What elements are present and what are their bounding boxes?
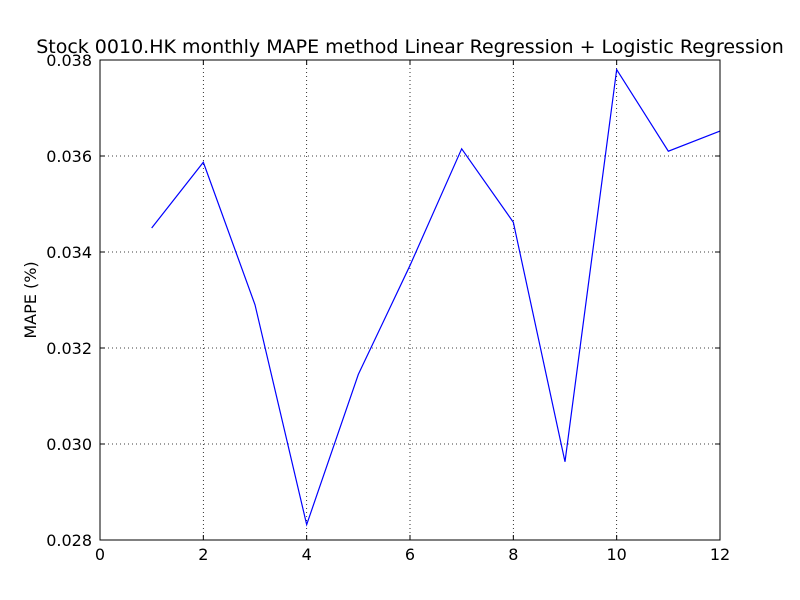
series-layer [151, 67, 721, 527]
y-axis-label: MAPE (%) [21, 261, 40, 338]
chart-title: Stock 0010.HK monthly MAPE method Linear… [36, 36, 784, 58]
y-tick-label: 0.028 [46, 531, 92, 550]
ticks: 0 2 4 6 8 10 12 0.028 0.030 0.032 0.034 0.036 0.038 [46, 51, 730, 564]
grid [100, 60, 720, 540]
x-tick-label: 4 [302, 545, 312, 564]
y-tick-label: 0.034 [46, 243, 92, 262]
x-tick-label: 6 [405, 545, 415, 564]
y-tick-label: 0.032 [46, 339, 92, 358]
x-tick-label: 0 [95, 545, 105, 564]
x-tick-label: 12 [710, 545, 730, 564]
series-line [151, 67, 721, 527]
x-tick-label: 8 [508, 545, 518, 564]
y-tick-label: 0.038 [46, 51, 92, 70]
y-tick-label: 0.030 [46, 435, 92, 454]
x-tick-label: 2 [198, 545, 208, 564]
x-tick-label: 10 [606, 545, 626, 564]
y-tick-label: 0.036 [46, 147, 92, 166]
